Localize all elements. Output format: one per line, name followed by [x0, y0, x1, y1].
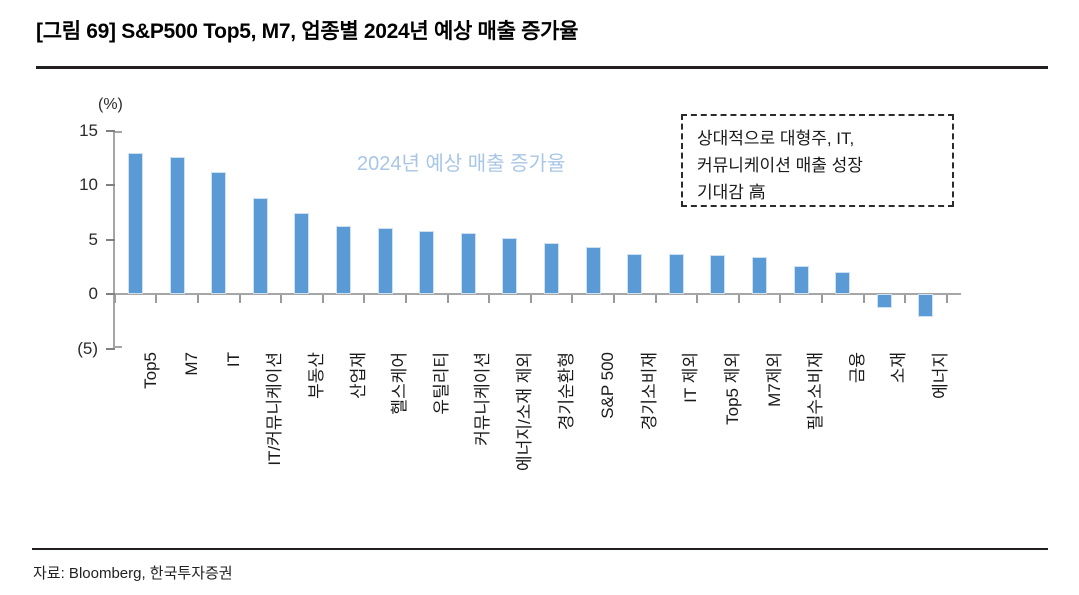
x-axis-tick: [155, 295, 158, 303]
x-axis-tick: [363, 295, 366, 303]
bar: [502, 238, 518, 294]
bar: [377, 227, 393, 294]
x-axis-label: IT: [223, 352, 243, 368]
y-axis-bottom-cap: [113, 346, 122, 348]
bar: [252, 198, 268, 294]
x-axis-tick: [696, 295, 699, 303]
x-axis-tick: [404, 295, 407, 303]
y-axis-tick-label: 15: [79, 120, 98, 140]
x-axis-tick: [654, 295, 657, 303]
y-axis-tick: [106, 129, 115, 132]
bar: [793, 265, 809, 294]
bar: [876, 294, 892, 309]
bar: [627, 253, 643, 294]
x-axis-tick: [113, 295, 116, 303]
bar: [128, 153, 143, 294]
footer-divider: [32, 548, 1048, 550]
bar: [544, 242, 559, 294]
x-axis-tick: [820, 295, 823, 303]
bar: [336, 226, 351, 294]
y-axis-tick-label: (5): [77, 338, 98, 358]
legend-label: 2024년 예상 매출 증가율: [357, 153, 566, 175]
x-axis-line: [113, 293, 961, 295]
bar: [294, 213, 310, 294]
bar: [668, 253, 684, 294]
x-axis-tick: [612, 295, 615, 303]
annotation-line-2: 커뮤니케이션 매출 성장: [697, 156, 863, 175]
y-axis-unit-label: (%): [98, 96, 123, 113]
bar: [835, 272, 851, 294]
x-axis-label: Top5: [140, 352, 160, 389]
y-axis-tick: [106, 293, 115, 295]
x-axis-label: 헬스케어: [390, 352, 410, 415]
bar: [585, 247, 601, 294]
x-axis-tick: [280, 295, 283, 303]
x-axis-label: 경기순환형: [556, 352, 576, 431]
x-axis-label: Top5 제외: [722, 352, 742, 425]
y-axis-tick: [106, 347, 115, 350]
x-axis-tick: [238, 295, 241, 303]
source-note: 자료: Bloomberg, 한국투자증권: [33, 565, 233, 582]
x-axis-label: 에너지: [930, 352, 950, 399]
x-axis-label: 부동산: [306, 352, 326, 399]
bar: [918, 294, 934, 317]
x-axis-label: 유틸리티: [431, 352, 451, 415]
annotation-line-3: 기대감 高: [697, 183, 766, 202]
x-axis-tick: [321, 295, 324, 303]
x-axis-label: 산업재: [348, 352, 368, 399]
x-axis-label: 소재: [889, 352, 909, 384]
y-axis-tick: [106, 184, 115, 186]
bar: [211, 171, 227, 294]
x-axis-tick: [446, 295, 449, 303]
figure-title-wrapper: [그림 69] S&P500 Top5, M7, 업종별 2024년 예상 매출…: [36, 16, 1048, 48]
x-axis-label: S&P 500: [598, 352, 618, 419]
x-axis-tick: [196, 295, 199, 303]
bar: [460, 232, 476, 294]
x-axis-tick: [862, 295, 865, 303]
x-axis-tick: [945, 295, 948, 303]
annotation-box: 상대적으로 대형주, IT, 커뮤니케이션 매출 성장 기대감 高: [681, 114, 954, 207]
bar: [419, 230, 435, 294]
y-axis-top-cap: [113, 131, 122, 133]
x-axis-tick: [529, 295, 532, 303]
x-axis-label: IT 제외: [681, 352, 701, 403]
annotation-line-1: 상대적으로 대형주, IT,: [697, 129, 855, 148]
title-divider: [36, 66, 1048, 69]
bar: [752, 256, 767, 294]
x-axis-label: 커뮤니케이션: [473, 352, 493, 446]
x-axis-label: M7제외: [764, 352, 784, 407]
x-axis-label: 금융: [847, 352, 867, 384]
bar: [710, 254, 726, 294]
x-axis-label: IT/커뮤니케이션: [265, 352, 285, 466]
page-title: [그림 69] S&P500 Top5, M7, 업종별 2024년 예상 매출…: [36, 20, 579, 43]
x-axis-tick: [904, 295, 907, 303]
x-axis-tick: [737, 295, 740, 303]
y-axis-tick-label: 0: [88, 284, 98, 303]
x-axis-label: 필수소비재: [806, 352, 826, 431]
x-axis-label: 에너지/소재 제외: [514, 352, 534, 471]
bar: [169, 156, 185, 294]
x-axis-label: 경기소비재: [639, 352, 659, 431]
x-axis-label: M7: [182, 352, 202, 376]
y-axis-tick: [106, 238, 115, 241]
x-axis-tick: [779, 295, 782, 303]
x-axis-tick: [488, 295, 491, 303]
y-axis-tick-label: 10: [79, 175, 98, 194]
y-axis-tick-label: 5: [88, 229, 98, 249]
x-axis-tick: [571, 295, 574, 303]
